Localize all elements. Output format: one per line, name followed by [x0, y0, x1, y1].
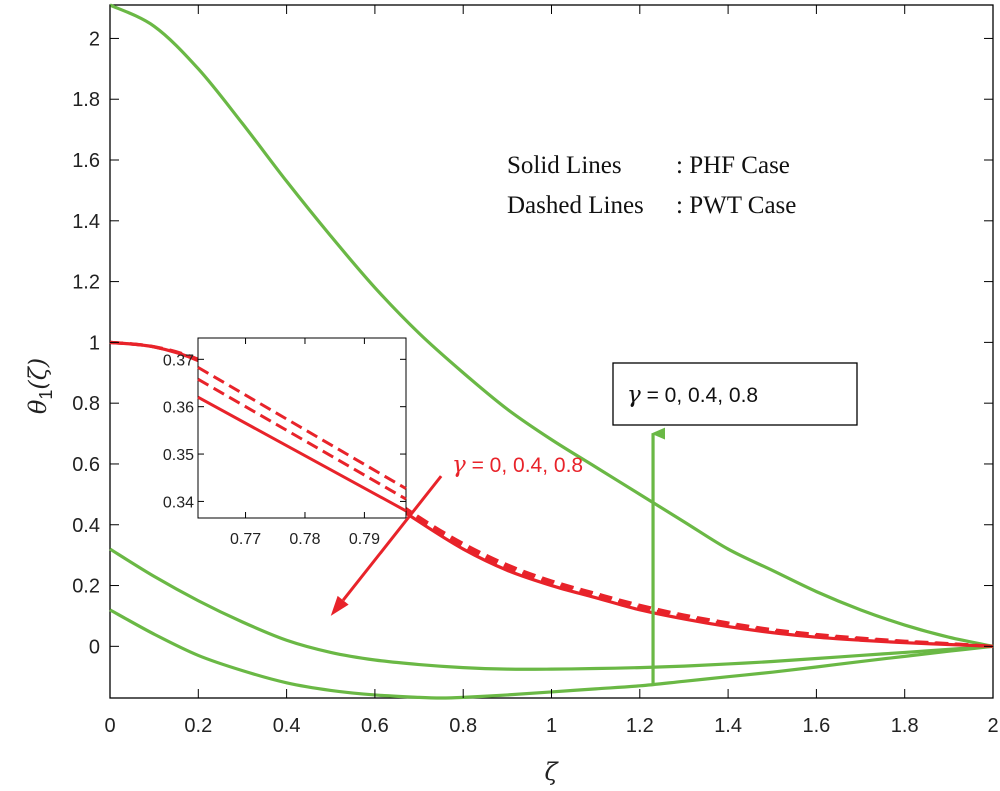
red-annotation: γ = 0, 0.4, 0.8 — [452, 452, 583, 478]
series-line-green-solid-0 — [109, 3, 994, 648]
x-tick-label: 0.8 — [449, 715, 477, 737]
inset-y-tick-label: 0.36 — [163, 400, 194, 417]
inset-plot: 0.77 0.78 0.79 0.34 0.35 0.36 0.37 — [163, 337, 407, 548]
series-line-green-solid-1 — [109, 547, 994, 671]
x-tick-label: 1.8 — [891, 715, 919, 737]
series-line-red-dashed-5 — [109, 340, 994, 648]
x-axis: 0 0.2 0.4 0.6 0.8 1 1.2 1.4 1.6 1.8 2 — [104, 5, 999, 737]
legend-dashed-left: Dashed Lines — [507, 192, 644, 219]
x-tick-label: 0.2 — [184, 715, 212, 737]
inset-y-tick-label: 0.35 — [163, 447, 194, 464]
x-tick-label: 0 — [104, 715, 115, 737]
x-tick-label: 1.4 — [714, 715, 742, 737]
y-tick-label: 0.8 — [72, 393, 100, 415]
red-annotation-gamma: γ — [452, 452, 466, 478]
svg-text:θ1(ζ): θ1(ζ) — [24, 358, 56, 414]
y-axis-title-main: θ — [24, 399, 52, 414]
series-line-green-solid-2 — [109, 608, 994, 700]
red-arrow-head — [330, 595, 349, 616]
y-tick-label: 1.4 — [72, 211, 100, 233]
green-annotation-values: = 0, 0.4, 0.8 — [641, 384, 758, 407]
inset-frame — [197, 337, 407, 519]
inset-y-axis: 0.34 0.35 0.36 0.37 — [163, 352, 406, 511]
legend-solid-left: Solid Lines — [507, 152, 622, 179]
x-tick-label: 0.4 — [273, 715, 301, 737]
inset-x-tick-label: 0.78 — [289, 531, 320, 548]
y-tick-label: 1 — [89, 332, 100, 354]
y-tick-label: 0.2 — [72, 576, 100, 598]
green-annotation-gamma: γ — [627, 382, 641, 408]
inset-series — [197, 366, 407, 513]
x-tick-label: 1 — [546, 715, 557, 737]
red-annotation-values: = 0, 0.4, 0.8 — [466, 454, 583, 477]
y-tick-label: 1.6 — [72, 150, 100, 172]
inset-series-line-solid-0 — [197, 395, 407, 513]
inset-y-tick-label: 0.37 — [163, 352, 194, 369]
y-tick-label: 1.2 — [72, 272, 100, 294]
x-tick-label: 1.6 — [802, 715, 830, 737]
green-annotation: γ = 0, 0.4, 0.8 — [612, 362, 858, 426]
inset-series-line-dashed-2 — [197, 366, 407, 490]
y-axis-title: θ1(ζ) — [24, 358, 56, 414]
svg-text:γ = 0, 0.4, 0.8: γ = 0, 0.4, 0.8 — [627, 382, 758, 408]
legend-solid-right: : PHF Case — [676, 152, 790, 179]
inset-x-tick-label: 0.77 — [230, 531, 261, 548]
y-tick-label: 1.8 — [72, 89, 100, 111]
inset-series-line-dashed-1 — [197, 377, 407, 501]
x-tick-label: 0.6 — [361, 715, 389, 737]
x-tick-label: 1.2 — [626, 715, 654, 737]
inset-y-tick-label: 0.34 — [163, 494, 194, 511]
arrows-layer — [330, 427, 666, 686]
y-axis: 0 0.2 0.4 0.6 0.8 1 1.2 1.4 1.6 1.8 2 — [72, 28, 993, 658]
inset-x-axis: 0.77 0.78 0.79 — [230, 338, 380, 548]
y-tick-label: 0 — [89, 636, 100, 658]
x-tick-label: 2 — [987, 715, 998, 737]
y-tick-label: 0.6 — [72, 454, 100, 476]
y-axis-title-arg: (ζ) — [24, 358, 52, 390]
y-axis-title-sub: 1 — [36, 390, 56, 400]
svg-text:γ = 0, 0.4, 0.8: γ = 0, 0.4, 0.8 — [452, 452, 583, 478]
inset-x-tick-label: 0.79 — [349, 531, 380, 548]
green-annotation-box — [612, 362, 858, 426]
x-axis-title: ζ — [544, 758, 559, 786]
y-tick-label: 0.4 — [72, 515, 100, 537]
red-arrow — [341, 475, 443, 602]
y-tick-label: 2 — [89, 28, 100, 50]
legend: Solid Lines : PHF Case Dashed Lines : PW… — [507, 152, 796, 219]
legend-dashed-right: : PWT Case — [676, 192, 796, 219]
